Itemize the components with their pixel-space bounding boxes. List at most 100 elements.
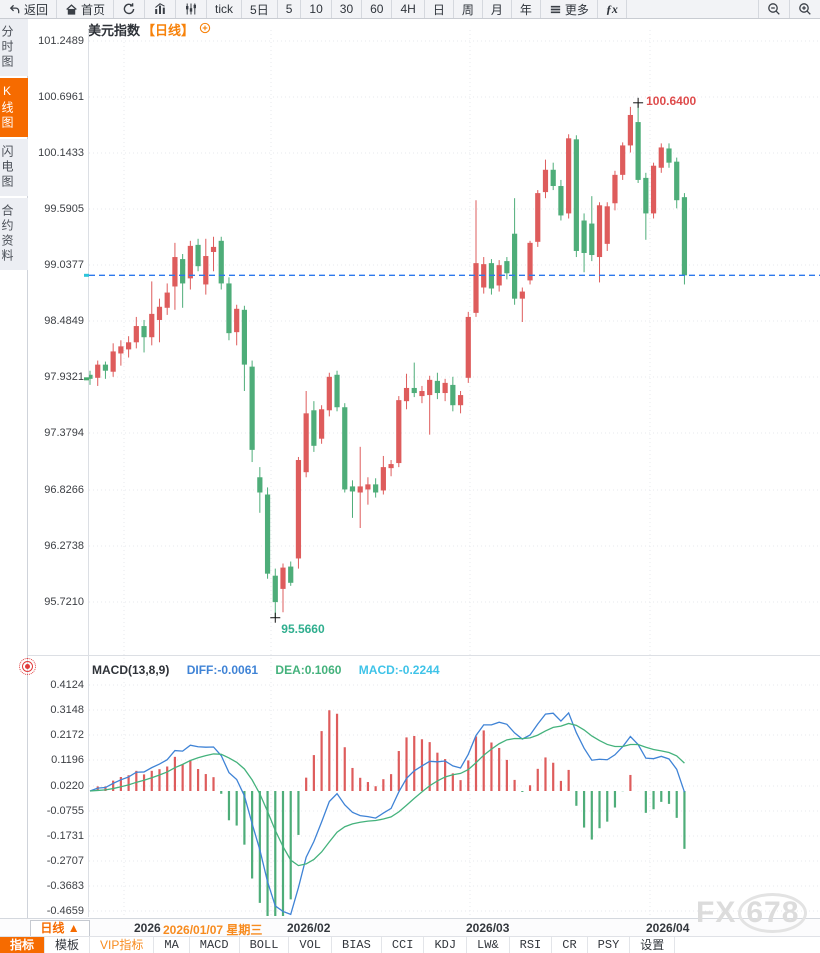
axis-tick-label: 100.6961 xyxy=(38,91,84,103)
axis-tick-label: 97.9321 xyxy=(44,371,84,383)
interval-30min-label: 30 xyxy=(339,2,354,16)
low-annotation: 95.5660 xyxy=(281,621,325,636)
zoom-out-button[interactable] xyxy=(759,0,790,18)
candlestick-icon xyxy=(184,2,198,16)
interval-4h-label: 4H xyxy=(400,2,416,16)
watermark-678: 678 xyxy=(738,893,808,933)
tick-label: tick xyxy=(215,2,234,16)
bottom-tab-bias[interactable]: BIAS xyxy=(332,937,382,953)
axis-tick-label: 0.2172 xyxy=(50,729,84,741)
sidebar-item-kline-chart[interactable]: K线图 xyxy=(0,78,28,137)
axis-tick-label: 0.4124 xyxy=(50,679,84,691)
axis-tick-label: 100.1433 xyxy=(38,147,84,159)
axis-tick-label: -0.1731 xyxy=(46,830,84,842)
formula-fx-icon: ƒx xyxy=(605,1,618,16)
bottom-tab-vol[interactable]: VOL xyxy=(289,937,333,953)
axis-tick-label: 99.5905 xyxy=(44,203,84,215)
x-axis-label: 2026/03 xyxy=(466,921,510,935)
macd-params-label: MACD(13,8,9) xyxy=(92,663,170,677)
bottom-tab-lw[interactable]: LW& xyxy=(467,937,510,953)
bar-chart-view-button[interactable] xyxy=(145,0,177,18)
x-axis-label: 2026/04 xyxy=(646,921,690,935)
interval-30min-button[interactable]: 30 xyxy=(332,0,363,18)
sidebar-item-time-chart[interactable]: 分时图 xyxy=(0,19,28,76)
bottom-tab-vip[interactable]: VIP指标 xyxy=(90,937,155,953)
bottom-tab-[interactable]: 模板 xyxy=(45,937,91,953)
zoom-in-icon xyxy=(798,2,812,16)
interval-month-button[interactable]: 月 xyxy=(483,0,512,18)
axis-tick-label: -0.3683 xyxy=(46,880,84,892)
back-icon xyxy=(8,3,21,16)
interval-year-label: 年 xyxy=(519,2,532,17)
chart-title-bar: 美元指数 【日线】 xyxy=(88,20,211,39)
bottom-tab-[interactable]: 设置 xyxy=(630,937,676,953)
bottom-tab-psy[interactable]: PSY xyxy=(588,937,631,953)
interval-year-button[interactable]: 年 xyxy=(512,0,541,18)
watermark-fx: FX xyxy=(696,896,737,929)
indicator-tab-bar: 指标 模板 VIP指标 MA MACD BOLL VOL BIAS CCI KDJ LW& RSI CR… xyxy=(0,936,820,953)
axis-tick-label: 0.1196 xyxy=(51,754,84,766)
interval-5day-label: 5日 xyxy=(250,2,269,17)
interval-5min-button[interactable]: 5 xyxy=(278,0,302,18)
interval-5min-label: 5 xyxy=(285,2,293,16)
top-toolbar: 返回 首页 tick 5日 5 10 30 60 4H 日 周 月 年 更多 ƒ… xyxy=(0,0,820,19)
back-button[interactable]: 返回 xyxy=(0,0,58,18)
home-icon xyxy=(65,3,78,16)
refresh-button[interactable] xyxy=(114,0,146,18)
x-axis-label: 2026 xyxy=(134,921,161,935)
macd-diff-value: DIFF:-0.0061 xyxy=(186,663,259,677)
interval-4h-button[interactable]: 4H xyxy=(392,0,425,18)
sidebar-item-lightning-chart[interactable]: 闪电图 xyxy=(0,139,28,196)
home-button[interactable]: 首页 xyxy=(57,0,115,18)
candle-view-button[interactable] xyxy=(176,0,208,18)
axis-tick-label: -0.0755 xyxy=(46,805,84,817)
axis-tick-label: -0.4659 xyxy=(46,905,84,917)
axis-tick-label: 97.3794 xyxy=(44,427,84,439)
zoom-in-button[interactable] xyxy=(790,0,820,18)
macd-hist-value: MACD:-0.2244 xyxy=(358,663,440,677)
axis-tick-label: 96.8266 xyxy=(44,484,84,496)
interval-tick-button[interactable]: tick xyxy=(207,0,243,18)
bottom-tab-kdj[interactable]: KDJ xyxy=(424,937,468,953)
bottom-tab-[interactable]: 指标 xyxy=(0,937,46,953)
interval-week-button[interactable]: 周 xyxy=(454,0,483,18)
axis-tick-label: 0.0220 xyxy=(50,780,84,792)
formula-button[interactable]: ƒx xyxy=(598,0,627,18)
interval-60min-label: 60 xyxy=(370,2,384,16)
high-annotation: 100.6400 xyxy=(646,93,697,108)
home-label: 首页 xyxy=(81,2,106,17)
x-axis-strip xyxy=(0,918,820,936)
period-selector-dropdown[interactable]: 日线 ▲ xyxy=(30,920,90,937)
add-circle-icon[interactable] xyxy=(199,22,211,37)
more-label: 更多 xyxy=(564,2,589,17)
symbol-title: 美元指数 xyxy=(88,23,141,38)
refresh-icon xyxy=(122,2,136,16)
bottom-tab-macd[interactable]: MACD xyxy=(190,937,240,953)
back-label: 返回 xyxy=(24,2,49,17)
more-button[interactable]: 更多 xyxy=(541,0,598,18)
interval-5day-button[interactable]: 5日 xyxy=(242,0,278,18)
interval-10min-label: 10 xyxy=(309,2,323,16)
bottom-tab-ma[interactable]: MA xyxy=(154,937,190,953)
menu-icon xyxy=(549,3,562,16)
macd-dea-value: DEA:0.1060 xyxy=(275,663,342,677)
interval-60min-button[interactable]: 60 xyxy=(362,0,393,18)
axis-tick-label: -0.2707 xyxy=(46,855,84,867)
zoom-out-icon xyxy=(767,2,781,16)
x-axis-label: 2026/01/07 星期三 xyxy=(163,923,263,937)
x-axis-label: 2026/02 xyxy=(287,921,331,935)
axis-tick-label: 101.2489 xyxy=(38,35,84,47)
period-tag: 【日线】 xyxy=(142,23,195,38)
interval-day-button[interactable]: 日 xyxy=(425,0,454,18)
bottom-tab-cr[interactable]: CR xyxy=(552,937,588,953)
bottom-tab-boll[interactable]: BOLL xyxy=(240,937,290,953)
bottom-tab-cci[interactable]: CCI xyxy=(382,937,425,953)
bar-chart-icon xyxy=(153,2,167,16)
sidebar-item-contract-info[interactable]: 合约资料 xyxy=(0,198,28,270)
interval-10min-button[interactable]: 10 xyxy=(301,0,332,18)
axis-tick-label: 0.3148 xyxy=(50,704,84,716)
indicator-settings-icon[interactable] xyxy=(19,658,36,675)
bottom-tab-rsi[interactable]: RSI xyxy=(510,937,553,953)
